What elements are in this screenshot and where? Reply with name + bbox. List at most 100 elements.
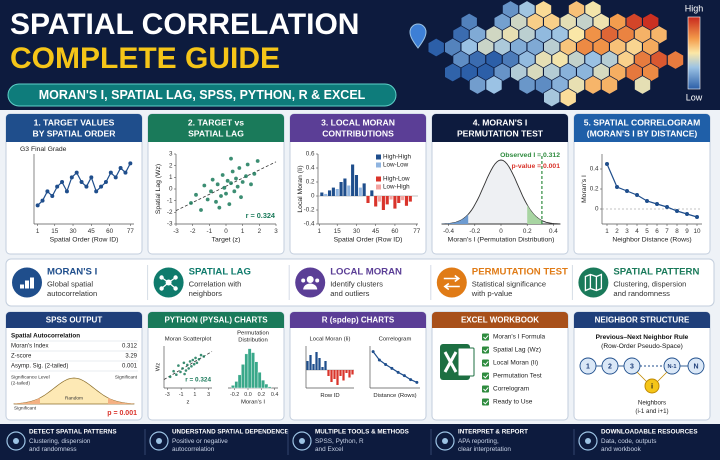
panel-header [6, 312, 142, 328]
panel-header [148, 312, 284, 328]
footer-desc: Positive or negative [172, 438, 228, 445]
point [695, 215, 699, 219]
node [623, 357, 641, 375]
point [189, 201, 193, 205]
x-tick-label: 0.4 [549, 228, 558, 235]
bar [385, 196, 389, 205]
x-tick-label: -3 [173, 228, 179, 235]
feature-title: SPATIAL LAG [189, 267, 251, 278]
feature-title: MORAN'S I [47, 267, 98, 278]
point [245, 162, 250, 167]
point [605, 162, 609, 166]
panel-title: 3. LOCAL MORAN [321, 117, 395, 127]
point [194, 356, 197, 360]
panel-title: NEIGHBOR STRUCTURE [595, 316, 690, 325]
x-tick-label: -2 [190, 228, 196, 235]
map-region [468, 75, 487, 95]
footer-title: DOWNLOADABLE RESOURCES [601, 429, 698, 436]
legend-label: Low [686, 92, 703, 102]
point [177, 364, 180, 367]
panel-header [148, 114, 284, 142]
bar [231, 385, 235, 389]
bar [374, 196, 378, 207]
x-tick-label: -1 [179, 392, 184, 398]
x-tick-label: 77 [127, 228, 135, 235]
x-tick-label: 15 [334, 228, 342, 235]
y-tick-label: 0.2 [306, 179, 315, 186]
point [210, 177, 215, 182]
point [202, 183, 207, 188]
bar [261, 379, 265, 389]
x-axis-label: Spatial Order (Row ID) [334, 237, 403, 244]
legend-label: Low-High [383, 184, 410, 191]
point [181, 367, 184, 370]
point [118, 166, 123, 170]
curve-label: Significance Level [11, 374, 50, 380]
table-cell: 0.001 [122, 364, 138, 370]
footer-title: INTERPRET & REPORT [458, 429, 528, 436]
table-title: Spatial Autocorrelation [11, 333, 80, 340]
footer-desc: and Excel [315, 446, 343, 453]
point [35, 203, 40, 208]
node [601, 357, 619, 375]
checkmark [483, 335, 489, 340]
point [99, 184, 104, 189]
bar [397, 196, 401, 203]
point [215, 182, 220, 187]
point [179, 370, 182, 374]
node-label: 1 [586, 363, 590, 370]
point [255, 159, 260, 163]
x-tick-label: 30 [353, 228, 361, 235]
point [396, 370, 400, 374]
node [687, 357, 705, 375]
panel-header [290, 114, 426, 142]
footer-desc: autocorrelation [172, 446, 215, 453]
point [128, 161, 133, 166]
map-pin [409, 23, 427, 49]
note-text: Neighbors [638, 400, 666, 407]
panel-header [432, 114, 568, 142]
checkmark [483, 361, 489, 366]
feature-desc: neighbors [189, 289, 223, 298]
footer-desc: APA reporting, [458, 438, 499, 445]
point [74, 170, 79, 175]
bar [324, 361, 327, 370]
map-region [559, 87, 577, 108]
point [191, 358, 195, 362]
bar [234, 381, 239, 389]
icon-part [173, 286, 178, 291]
map-region [543, 87, 561, 108]
x-tick-label: 2 [258, 228, 262, 235]
x-tick-label: 45 [88, 228, 96, 235]
p-value-label: p = 0.001 [107, 410, 137, 417]
feature-icon [578, 267, 609, 298]
point [415, 380, 419, 384]
tail-area [442, 214, 469, 224]
point [220, 173, 225, 177]
trend-line [175, 161, 277, 211]
legend-label: Low-Low [383, 162, 409, 169]
point [103, 180, 108, 184]
x-tick-label: -1 [207, 228, 213, 235]
point [655, 202, 659, 206]
y-tick-label: -3 [167, 221, 173, 228]
y-tick-label: 2 [169, 162, 173, 169]
point [50, 194, 55, 198]
focus-label: i [651, 381, 653, 390]
x-axis-label: Moran's I (Permutation Distribution) [448, 237, 555, 244]
y-axis-label: Local Moran (Ii) [297, 165, 304, 212]
panel-title: 5. SPATIAL CORRELOGRAM [584, 117, 701, 127]
x-axis-label: Target (z) [212, 237, 241, 244]
point [615, 185, 619, 189]
table-cell: 3.29 [125, 354, 137, 360]
p-value-label: p-value = 0.001 [511, 163, 560, 170]
point [194, 192, 198, 197]
footer-icon-dot [299, 438, 305, 444]
node-label: 3 [630, 363, 634, 370]
feature-desc: Correlation with [189, 280, 242, 289]
point [79, 180, 84, 184]
y-tick-label: -0.4 [304, 221, 315, 228]
y-tick-label: 1 [169, 174, 173, 181]
footer-icon [435, 431, 455, 451]
point [665, 205, 669, 209]
